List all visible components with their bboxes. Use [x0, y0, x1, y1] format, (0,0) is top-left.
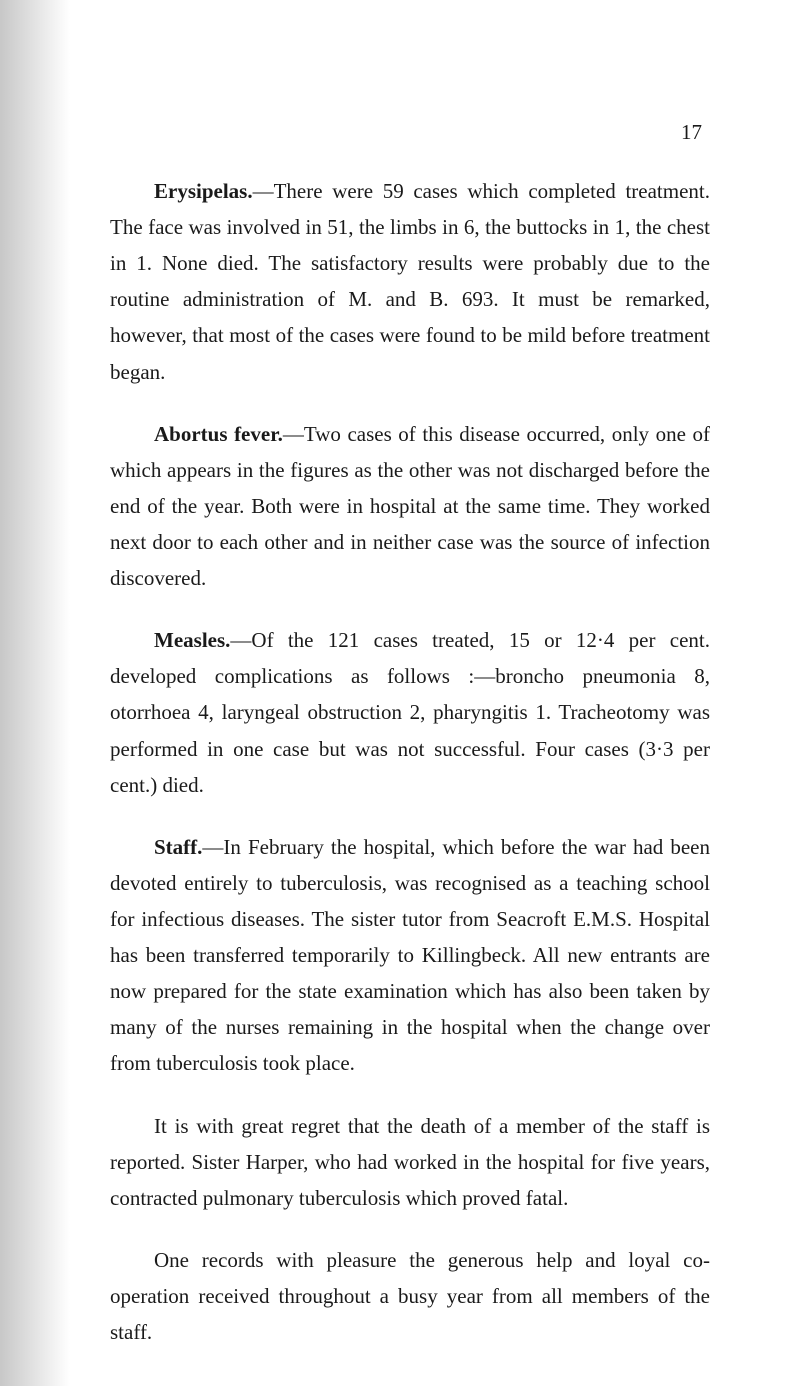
body-regret: It is with great regret that the death o… [110, 1114, 710, 1210]
lead-erysipelas: Erysipelas. [154, 179, 253, 203]
body-erysipelas: —There were 59 cases which completed tre… [110, 179, 710, 384]
body-records: One records with pleasure the generous h… [110, 1248, 710, 1344]
paragraph-erysipelas: Erysipelas.—There were 59 cases which co… [110, 173, 710, 390]
paragraph-staff: Staff.—In February the hospital, which b… [110, 829, 710, 1082]
paragraph-regret: It is with great regret that the death o… [110, 1108, 710, 1216]
page: 17 Erysipelas.—There were 59 cases which… [0, 0, 800, 1386]
body-staff: —In February the hospital, which before … [110, 835, 710, 1076]
paragraph-abortus-fever: Abortus fever.—Two cases of this disease… [110, 416, 710, 597]
lead-measles: Measles. [154, 628, 230, 652]
body-abortus-fever: —Two cases of this disease occurred, onl… [110, 422, 710, 590]
page-number: 17 [110, 120, 710, 145]
lead-abortus-fever: Abortus fever. [154, 422, 283, 446]
lead-staff: Staff. [154, 835, 202, 859]
paragraph-records: One records with pleasure the generous h… [110, 1242, 710, 1350]
body-measles: —Of the 121 cases treated, 15 or 12·4 pe… [110, 628, 710, 796]
paragraph-measles: Measles.—Of the 121 cases treated, 15 or… [110, 622, 710, 803]
